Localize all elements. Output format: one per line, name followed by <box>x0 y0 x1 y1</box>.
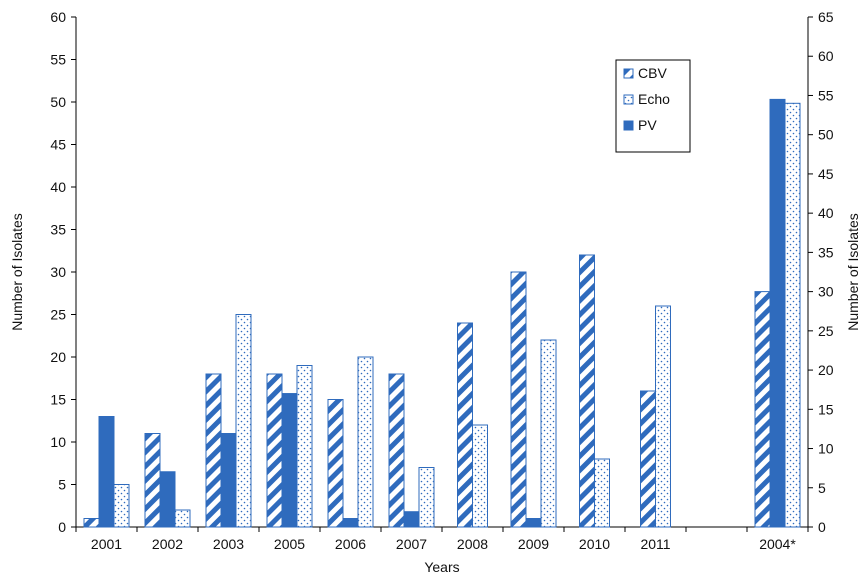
bar-cbv-2006 <box>328 400 343 528</box>
x-tick-label: 2001 <box>91 536 122 552</box>
y-right-tick-label: 10 <box>818 441 834 457</box>
legend-swatch-echo <box>624 95 633 104</box>
bar-pv-2004* <box>770 99 785 527</box>
y-axis-title-right: Number of Isolates <box>845 213 861 331</box>
bar-cbv-2003 <box>206 374 221 527</box>
bar-pv-2005 <box>282 394 297 527</box>
bar-cbv-2010 <box>580 255 595 527</box>
bar-cbv-2001 <box>84 519 99 528</box>
x-tick-label: 2004* <box>759 536 796 552</box>
y-tick-label: 35 <box>50 222 66 238</box>
bar-echo-2003 <box>236 315 251 528</box>
legend-swatch-cbv <box>624 69 633 78</box>
bar-cbv-2004* <box>755 292 770 527</box>
bar-pv-2002 <box>160 472 175 527</box>
y-tick-label: 20 <box>50 349 66 365</box>
y-right-tick-label: 50 <box>818 127 834 143</box>
bar-pv-2001 <box>99 417 114 528</box>
bar-cbv-2009 <box>511 272 526 527</box>
y-tick-label: 10 <box>50 434 66 450</box>
legend-label-cbv: CBV <box>638 65 667 81</box>
bar-pv-2009 <box>526 519 541 528</box>
y-tick-label: 0 <box>58 519 66 535</box>
legend-swatch-pv <box>624 121 633 130</box>
y-right-tick-label: 40 <box>818 205 834 221</box>
x-tick-label: 2006 <box>335 536 366 552</box>
y-tick-label: 45 <box>50 137 66 153</box>
y-right-tick-label: 55 <box>818 87 834 103</box>
bar-cbv-2002 <box>145 434 160 528</box>
bar-echo-2004* <box>785 103 800 527</box>
x-tick-label: 2002 <box>152 536 183 552</box>
y-tick-label: 5 <box>58 477 66 493</box>
bar-echo-2011 <box>656 306 671 527</box>
tick-labels: 0 5 10 15 20 25 30 35 40 45 50 55 60 0 5 10 15 20 25 30 35 40… <box>50 9 833 552</box>
x-tick-label: 2011 <box>640 536 670 552</box>
bar-echo-2002 <box>175 510 190 527</box>
x-tick-label: 2007 <box>396 536 427 552</box>
legend: CBV Echo PV <box>616 60 690 152</box>
y-tick-label: 15 <box>50 392 66 408</box>
bars <box>84 99 800 527</box>
bar-echo-2009 <box>541 340 556 527</box>
y-tick-label: 60 <box>50 9 66 25</box>
bar-echo-2006 <box>358 357 373 527</box>
y-right-tick-label: 35 <box>818 244 834 260</box>
y-tick-label: 50 <box>50 94 66 110</box>
bar-echo-2001 <box>114 485 129 528</box>
y-right-tick-label: 15 <box>818 401 834 417</box>
y-right-tick-label: 0 <box>818 519 826 535</box>
bar-echo-2005 <box>297 366 312 528</box>
y-right-tick-label: 65 <box>818 9 834 25</box>
x-tick-label: 2005 <box>274 536 305 552</box>
bar-echo-2008 <box>473 425 488 527</box>
y-tick-label: 25 <box>50 307 66 323</box>
y-right-tick-label: 25 <box>818 323 834 339</box>
y-tick-label: 40 <box>50 179 66 195</box>
y-right-tick-label: 45 <box>818 166 834 182</box>
x-tick-label: 2003 <box>213 536 244 552</box>
bar-cbv-2007 <box>389 374 404 527</box>
bar-echo-2010 <box>595 459 610 527</box>
y-right-tick-label: 5 <box>818 480 826 496</box>
bar-pv-2007 <box>404 512 419 527</box>
y-axis-title: Number of Isolates <box>9 213 25 331</box>
y-tick-label: 55 <box>50 52 66 68</box>
axes <box>71 17 813 532</box>
bar-cbv-2008 <box>458 323 473 527</box>
legend-label-pv: PV <box>638 117 657 133</box>
y-right-tick-label: 60 <box>818 48 834 64</box>
bar-cbv-2005 <box>267 374 282 527</box>
y-right-tick-label: 30 <box>818 284 834 300</box>
x-tick-label: 2009 <box>518 536 549 552</box>
bar-pv-2003 <box>221 434 236 528</box>
y-right-tick-label: 20 <box>818 362 834 378</box>
legend-label-echo: Echo <box>638 91 670 107</box>
y-tick-label: 30 <box>50 264 66 280</box>
x-tick-label: 2010 <box>579 536 610 552</box>
x-axis-title: Years <box>424 559 459 575</box>
bar-echo-2007 <box>419 468 434 528</box>
bar-pv-2006 <box>343 519 358 528</box>
bar-cbv-2011 <box>641 391 656 527</box>
x-tick-label: 2008 <box>457 536 488 552</box>
